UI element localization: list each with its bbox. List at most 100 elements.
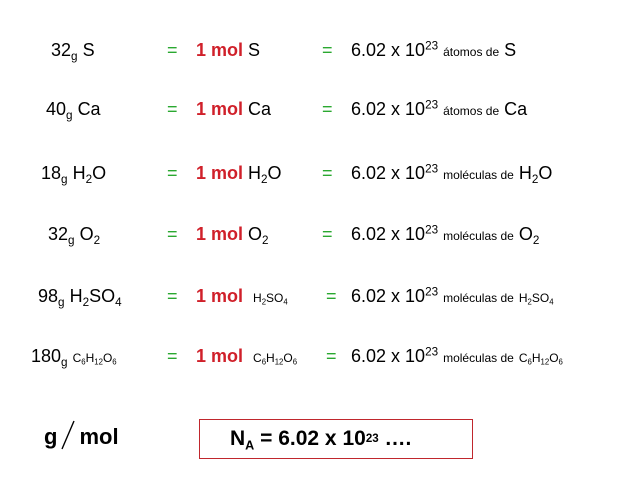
formula-element: H [69, 286, 83, 306]
result-species-wrap: S [504, 40, 516, 60]
avogadro-number: 6.02 x 10 [351, 346, 426, 366]
equals-sign: = [326, 286, 337, 306]
mole-term: 1 mol C6H12O6 [196, 346, 297, 367]
mass-term: 98g H2SO4 [38, 286, 122, 310]
mass-unit-subscript: g [61, 356, 68, 370]
formula-element: SO [89, 286, 116, 306]
formula-subscript: 6 [112, 357, 117, 367]
avogadro-number: 6.02 x 10 [351, 99, 426, 119]
formula-element: O [79, 224, 94, 244]
formula-subscript: 2 [261, 173, 268, 187]
equivalence-row: 18g H2O = 1 mol H2O = 6.02 x 1023 moléculas … [0, 163, 639, 197]
molar-mass-unit: g mol [44, 420, 119, 450]
equals-sign: = [322, 99, 333, 119]
mole-term: 1 mol H2SO4 [196, 286, 288, 307]
mole-term: 1 mol S [196, 40, 260, 61]
formula-element: O [518, 224, 533, 244]
formula-element: O [538, 163, 553, 183]
fraction-slash-icon [61, 420, 76, 450]
formula-subscript: 6 [81, 357, 86, 367]
formula-element: H [531, 351, 541, 365]
particle-type-label: moléculas de [443, 229, 514, 243]
formula-subscript: 6 [558, 357, 563, 367]
mole-species: C6H12O6 [253, 351, 298, 367]
formula-element: O [283, 351, 293, 365]
avogadro-number: 6.02 x 10 [351, 224, 426, 244]
avogadro-exponent: 23 [425, 345, 439, 359]
particle-count-term: 6.02 x 1023 átomos de S [351, 40, 516, 61]
formula-element: O [92, 163, 107, 183]
formula-element: H [72, 163, 86, 183]
mass-term: 40g Ca [46, 99, 101, 123]
mass-number: 32 [51, 40, 72, 60]
mass-number: 180 [31, 346, 62, 366]
formula-subscript: 4 [283, 297, 288, 307]
mole-species: H2O [248, 163, 282, 187]
mass-number: 32 [48, 224, 69, 244]
formula-element: S [504, 40, 517, 60]
equals-sign: = [322, 224, 333, 244]
particle-count-term: 6.02 x 1023 átomos de Ca [351, 99, 527, 120]
formula-element: Ca [504, 99, 528, 119]
result-species-wrap: H2SO4 [518, 291, 554, 306]
one-mol-label: 1 mol [196, 224, 244, 244]
formula-subscript: 12 [540, 357, 550, 367]
avogadro-number: 6.02 x 10 [351, 286, 426, 306]
mole-term: 1 mol O2 [196, 224, 269, 248]
formula-subscript: 2 [531, 173, 539, 187]
unit-numerator: g [44, 424, 58, 449]
formula-subscript: 12 [94, 357, 103, 367]
formula-subscript: 2 [93, 234, 101, 248]
formula-subscript: 2 [82, 296, 90, 310]
mole-species: O2 [248, 224, 269, 248]
avogadro-exponent: 23 [425, 98, 439, 112]
formula-element: H [518, 163, 532, 183]
formula-element: H [253, 291, 262, 305]
equals-sign: = [167, 346, 178, 366]
mass-species: H2O [72, 163, 107, 185]
formula-subscript: 6 [292, 357, 298, 367]
formula-element: Ca [248, 99, 272, 119]
avogadro-exponent: 23 [425, 162, 439, 176]
result-species: O2 [518, 224, 540, 248]
avogadro-exponent: 23 [425, 39, 439, 53]
one-mol-label: 1 mol [196, 346, 244, 366]
formula-element: S [82, 40, 95, 60]
equivalence-row: 40g Ca = 1 mol Ca = 6.02 x 1023 átomos de Ca [0, 99, 639, 133]
formula-element: SO [266, 291, 284, 305]
formula-element: H [518, 291, 528, 305]
one-mol-label: 1 mol [196, 163, 244, 183]
mass-species: O2 [79, 224, 101, 248]
avogadro-constant-box: NA = 6.02 x 10 23 …. [199, 419, 473, 459]
equals-sign: = [167, 163, 178, 183]
mass-number: 40 [46, 99, 67, 119]
equals-sign: = [322, 163, 333, 183]
avogadro-number: 6.02 x 10 [351, 40, 426, 60]
result-species-wrap: H2O [518, 163, 553, 187]
result-species: H2O [518, 163, 553, 187]
formula-element: C [72, 351, 82, 365]
formula-element: SO [531, 291, 550, 305]
formula-subscript: 6 [527, 357, 532, 367]
one-mol-label: 1 mol [196, 99, 244, 119]
formula-subscript: 6 [261, 357, 267, 367]
particle-count-term: 6.02 x 1023 moléculas de H2SO4 [351, 286, 554, 307]
equals-sign: = [167, 99, 178, 119]
avogadro-symbol-subscript: A [245, 438, 255, 453]
mass-unit-subscript: g [66, 109, 73, 123]
result-species-wrap: O2 [518, 224, 540, 248]
avogadro-exponent: 23 [425, 223, 439, 237]
equivalence-row: 32g O2 = 1 mol O2 = 6.02 x 1023 moléculas de… [0, 224, 639, 258]
result-species: H2SO4 [518, 291, 554, 306]
mass-species: S [83, 40, 95, 60]
equivalence-row: 32g S = 1 mol S = 6.02 x 1023 átomos de S [0, 40, 639, 74]
particle-count-term: 6.02 x 1023 moléculas de H2O [351, 162, 553, 187]
formula-element: C [253, 351, 262, 365]
particle-type-label: moléculas de [443, 351, 514, 365]
one-mol-label: 1 mol [196, 40, 244, 60]
formula-subscript: 2 [262, 234, 269, 248]
formula-subscript: 2 [532, 234, 540, 248]
particle-type-label: átomos de [443, 104, 500, 118]
particle-count-term: 6.02 x 1023 moléculas de C6H12O6 [351, 346, 563, 367]
